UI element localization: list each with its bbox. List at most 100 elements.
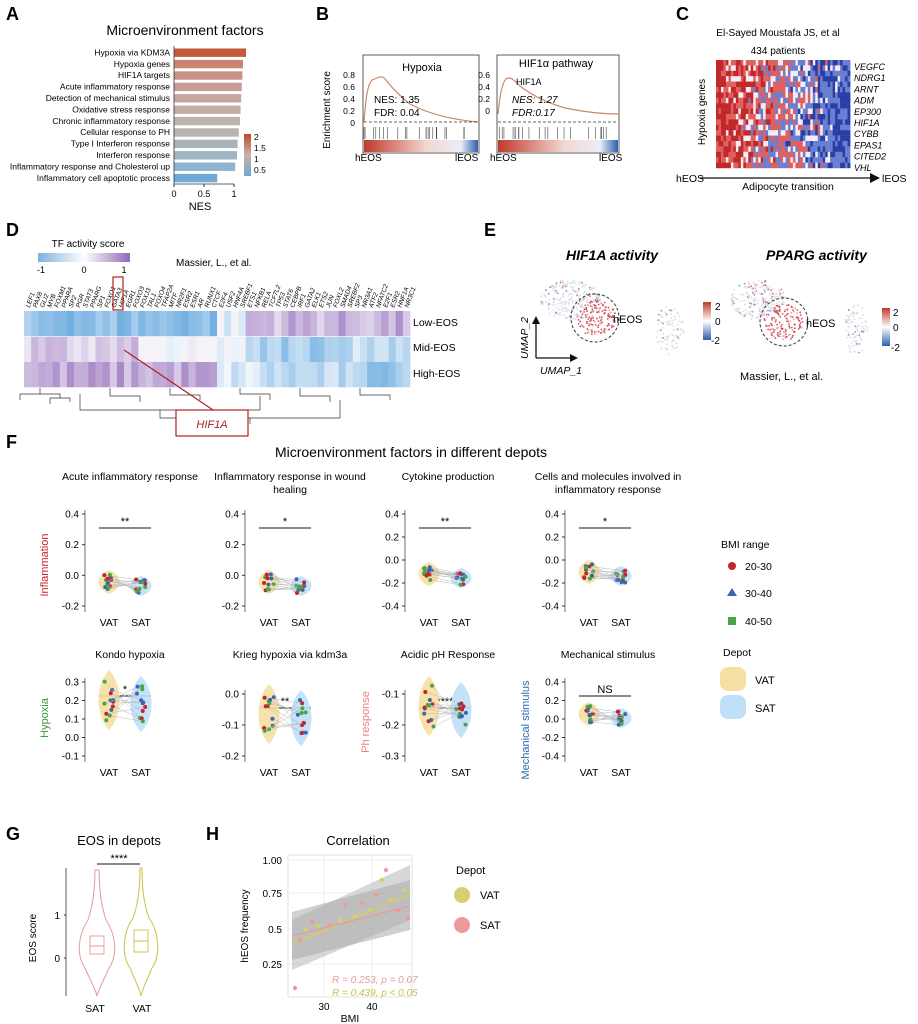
panel-h-point xyxy=(401,887,407,893)
panel-f-point xyxy=(102,679,107,684)
panel-e-point xyxy=(676,336,679,339)
panel-c-gene: NDRG1 xyxy=(854,73,886,83)
panel-c-cell xyxy=(763,130,767,136)
panel-c-cell xyxy=(760,135,764,142)
panel-f-point xyxy=(262,728,267,733)
panel-e-right-scale: 2 xyxy=(893,308,899,319)
panel-c-cell xyxy=(787,76,791,82)
panel-e-point xyxy=(850,351,853,354)
panel-c-cell xyxy=(790,60,794,66)
panel-d-cell xyxy=(174,311,182,337)
panel-f-point xyxy=(140,684,145,689)
panel-e-point xyxy=(580,316,583,319)
panel-d-cell xyxy=(338,362,346,388)
panel-e-point xyxy=(757,279,760,282)
panel-e-point xyxy=(596,307,599,310)
panel-c-cell xyxy=(748,162,752,169)
panel-c-cell xyxy=(820,124,824,131)
panel-c-cell xyxy=(797,124,801,131)
panel-b-right-nes: NES: 1.27 xyxy=(512,95,558,106)
panel-f-row1-ylabel: Inflammation xyxy=(39,534,51,597)
panel-c-cell xyxy=(748,151,752,158)
panel-c-cell xyxy=(770,65,774,71)
panel-c-cell xyxy=(730,60,734,66)
panel-a-bar-label: HIF1A targets xyxy=(118,70,170,80)
panel-h-point xyxy=(352,913,358,919)
panel-c-cell xyxy=(812,114,816,120)
panel-c-cell xyxy=(748,135,752,142)
panel-e-point xyxy=(552,289,555,291)
panel-c-cell xyxy=(805,141,809,147)
panel-e-point xyxy=(752,281,755,284)
panel-e-point xyxy=(590,288,593,291)
panel-f-point xyxy=(294,577,299,582)
panel-e-point xyxy=(851,341,854,344)
panel-c-cell xyxy=(847,97,851,104)
panel-a-colorbar xyxy=(244,134,251,176)
panel-d-heatmap xyxy=(24,311,411,388)
panel-f-point xyxy=(137,586,142,591)
panel-g-xlabel: VAT xyxy=(133,1003,152,1015)
panel-f-pair-line xyxy=(433,713,460,727)
panel-c-cell xyxy=(770,70,774,77)
panel-e-point xyxy=(589,288,592,291)
panel-c-cell xyxy=(723,141,727,147)
panel-f-xlabel: SAT xyxy=(131,767,151,779)
panel-c-cell xyxy=(840,162,843,169)
panel-e-point xyxy=(664,348,667,351)
panel-f-point xyxy=(299,710,304,715)
panel-e-point xyxy=(790,326,793,329)
panel-b-right-curve xyxy=(497,77,619,115)
panel-c-cell xyxy=(817,81,821,88)
panel-e-point xyxy=(592,319,595,322)
panel-c-cell xyxy=(725,130,729,136)
panel-f-pair-line xyxy=(105,579,140,590)
panel-e-point xyxy=(769,310,771,312)
panel-c-cell xyxy=(778,87,781,93)
panel-c-cell xyxy=(783,146,786,152)
panel-c-cell xyxy=(783,103,786,109)
panel-c-cell xyxy=(778,76,781,82)
panel-c-cell xyxy=(775,114,779,120)
panel-e-point xyxy=(567,308,570,311)
panel-d-cell xyxy=(181,337,189,363)
panel-c-cell xyxy=(765,146,769,152)
panel-c-cell xyxy=(835,108,838,115)
panel-c-cell xyxy=(748,157,752,163)
panel-c-cell xyxy=(807,124,811,131)
panel-c-cell xyxy=(827,141,831,147)
panel-c-cell xyxy=(760,92,764,98)
panel-b-left-curve xyxy=(363,76,479,123)
panel-c-cell xyxy=(800,65,804,71)
panel-e-point xyxy=(856,330,859,333)
panel-f-pair-line xyxy=(589,576,624,579)
panel-e-point xyxy=(784,336,787,339)
panel-c-cell xyxy=(822,114,826,120)
panel-c-cell xyxy=(748,65,752,71)
panel-c-cell xyxy=(835,103,838,109)
panel-e-point xyxy=(781,323,784,326)
panel-c-cell xyxy=(753,141,757,147)
panel-e-point xyxy=(770,332,773,334)
panel-c-cell xyxy=(847,151,851,158)
panel-e-point xyxy=(600,316,603,318)
panel-c-cell xyxy=(837,124,841,131)
panel-b-tick: 0.2 xyxy=(343,106,355,116)
panel-e-point xyxy=(847,309,850,311)
panel-f-point xyxy=(143,585,148,590)
panel-c-cell xyxy=(723,124,727,131)
panel-c-cell xyxy=(802,124,806,131)
panel-c-cell xyxy=(735,65,739,71)
panel-c-gene-labels: VEGFCNDRG1ARNTADMEP300HIF1ACYBBEPAS1CITE… xyxy=(853,62,886,173)
panel-e-point xyxy=(673,308,676,310)
panel-c-cell xyxy=(805,97,809,104)
panel-c-cell xyxy=(845,135,848,142)
panel-f-xlabel: VAT xyxy=(260,617,279,629)
panel-e-point xyxy=(559,314,562,317)
panel-c-cell xyxy=(805,60,809,66)
panel-e-point xyxy=(608,309,611,312)
panel-c-cell xyxy=(830,151,834,158)
panel-d-cell xyxy=(331,362,339,388)
panel-e-point xyxy=(748,302,751,304)
